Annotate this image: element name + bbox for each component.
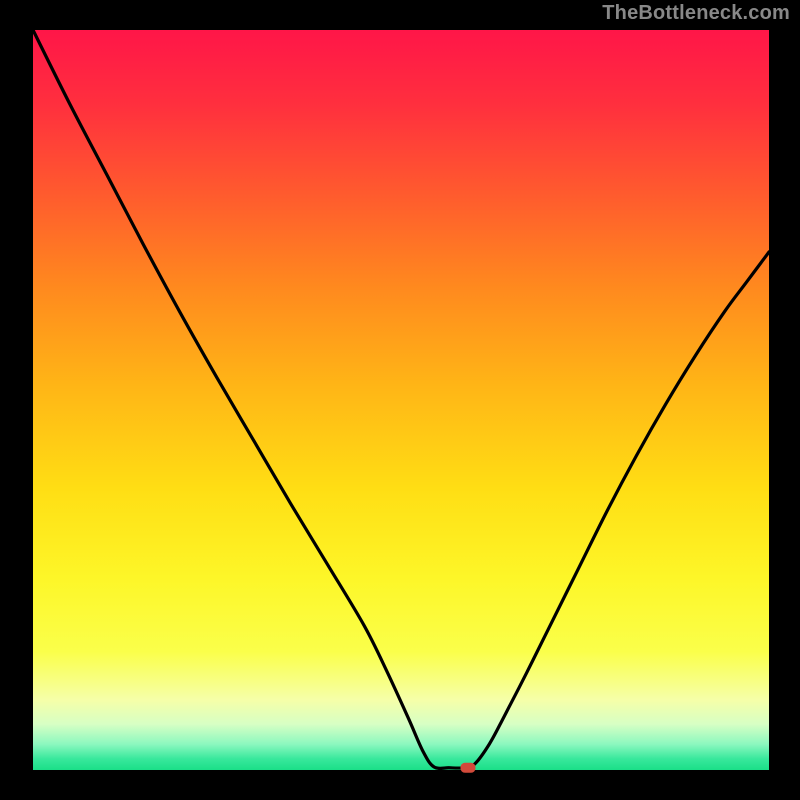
bottleneck-chart xyxy=(0,0,800,800)
watermark-label: TheBottleneck.com xyxy=(602,2,790,25)
chart-container: TheBottleneck.com xyxy=(0,0,800,800)
optimal-marker xyxy=(460,763,475,773)
chart-plot-area xyxy=(33,30,769,770)
